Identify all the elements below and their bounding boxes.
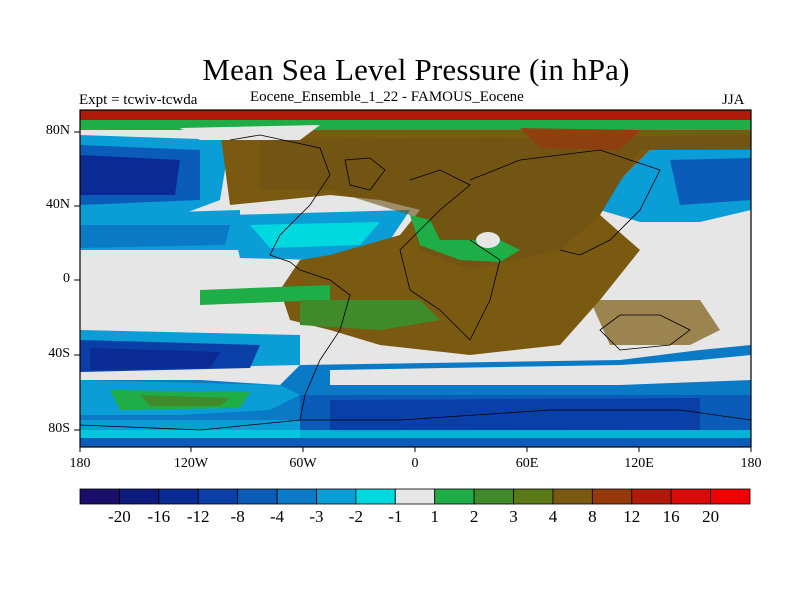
colorbar-label: -12 xyxy=(186,507,210,526)
colorbar-swatch xyxy=(591,488,633,505)
colorbar-swatch xyxy=(158,488,199,505)
colorbar-swatch xyxy=(710,488,751,505)
colorbar-swatch xyxy=(79,488,120,505)
xtick-label: 0 xyxy=(411,456,419,471)
colorbar xyxy=(79,488,751,505)
ensemble-label: Eocene_Ensemble_1_22 - FAMOUS_Eocene xyxy=(250,89,524,105)
ytick-label: 0 xyxy=(63,271,70,286)
xtick-label: 180 xyxy=(69,456,91,471)
pressure-field xyxy=(80,110,751,447)
colorbar-swatch xyxy=(316,488,357,505)
xtick-label: 60W xyxy=(289,456,317,471)
xtick-label: 180 xyxy=(740,456,762,471)
colorbar-swatch xyxy=(237,488,278,505)
xtick-label: 60E xyxy=(515,456,539,471)
colorbar-swatch xyxy=(276,488,317,505)
colorbar-swatch xyxy=(197,488,239,505)
experiment-label: Expt = tcwiv-tcwda xyxy=(79,92,198,108)
colorbar-label: -4 xyxy=(269,507,285,526)
colorbar-swatch xyxy=(355,488,396,505)
colorbar-label: 16 xyxy=(662,507,680,526)
map-title: Mean Sea Level Pressure (in hPa) xyxy=(202,52,630,87)
colorbar-label: -1 xyxy=(388,507,403,526)
ytick-label: 80S xyxy=(48,421,70,436)
colorbar-swatch xyxy=(513,488,554,505)
ytick-label: 40S xyxy=(48,346,70,361)
colorbar-label: -16 xyxy=(147,507,171,526)
colorbar-swatch xyxy=(473,488,514,505)
colorbar-label: 20 xyxy=(702,507,720,526)
colorbar-swatch xyxy=(434,488,475,505)
colorbar-swatch xyxy=(631,488,672,505)
colorbar-swatch xyxy=(670,488,711,505)
colorbar-label: 2 xyxy=(469,507,479,526)
colorbar-swatch xyxy=(552,488,593,505)
colorbar-label: -20 xyxy=(108,507,131,526)
colorbar-label: -3 xyxy=(309,507,324,526)
colorbar-label: -8 xyxy=(230,507,245,526)
colorbar-label: -2 xyxy=(348,507,363,526)
ytick-label: 40N xyxy=(45,197,70,212)
colorbar-label: 4 xyxy=(548,507,558,526)
colorbar-label: 12 xyxy=(623,507,641,526)
colorbar-label: 1 xyxy=(430,507,439,526)
colorbar-label: 3 xyxy=(509,507,518,526)
xtick-label: 120E xyxy=(624,456,654,471)
colorbar-label: 8 xyxy=(588,507,597,526)
axis-ticks xyxy=(74,131,752,452)
colorbar-swatch xyxy=(119,488,160,505)
coastlines xyxy=(80,134,751,431)
season-label: JJA xyxy=(722,92,745,108)
colorbar-swatch xyxy=(394,488,436,505)
xtick-label: 120W xyxy=(173,456,209,471)
ytick-label: 80N xyxy=(45,123,70,138)
